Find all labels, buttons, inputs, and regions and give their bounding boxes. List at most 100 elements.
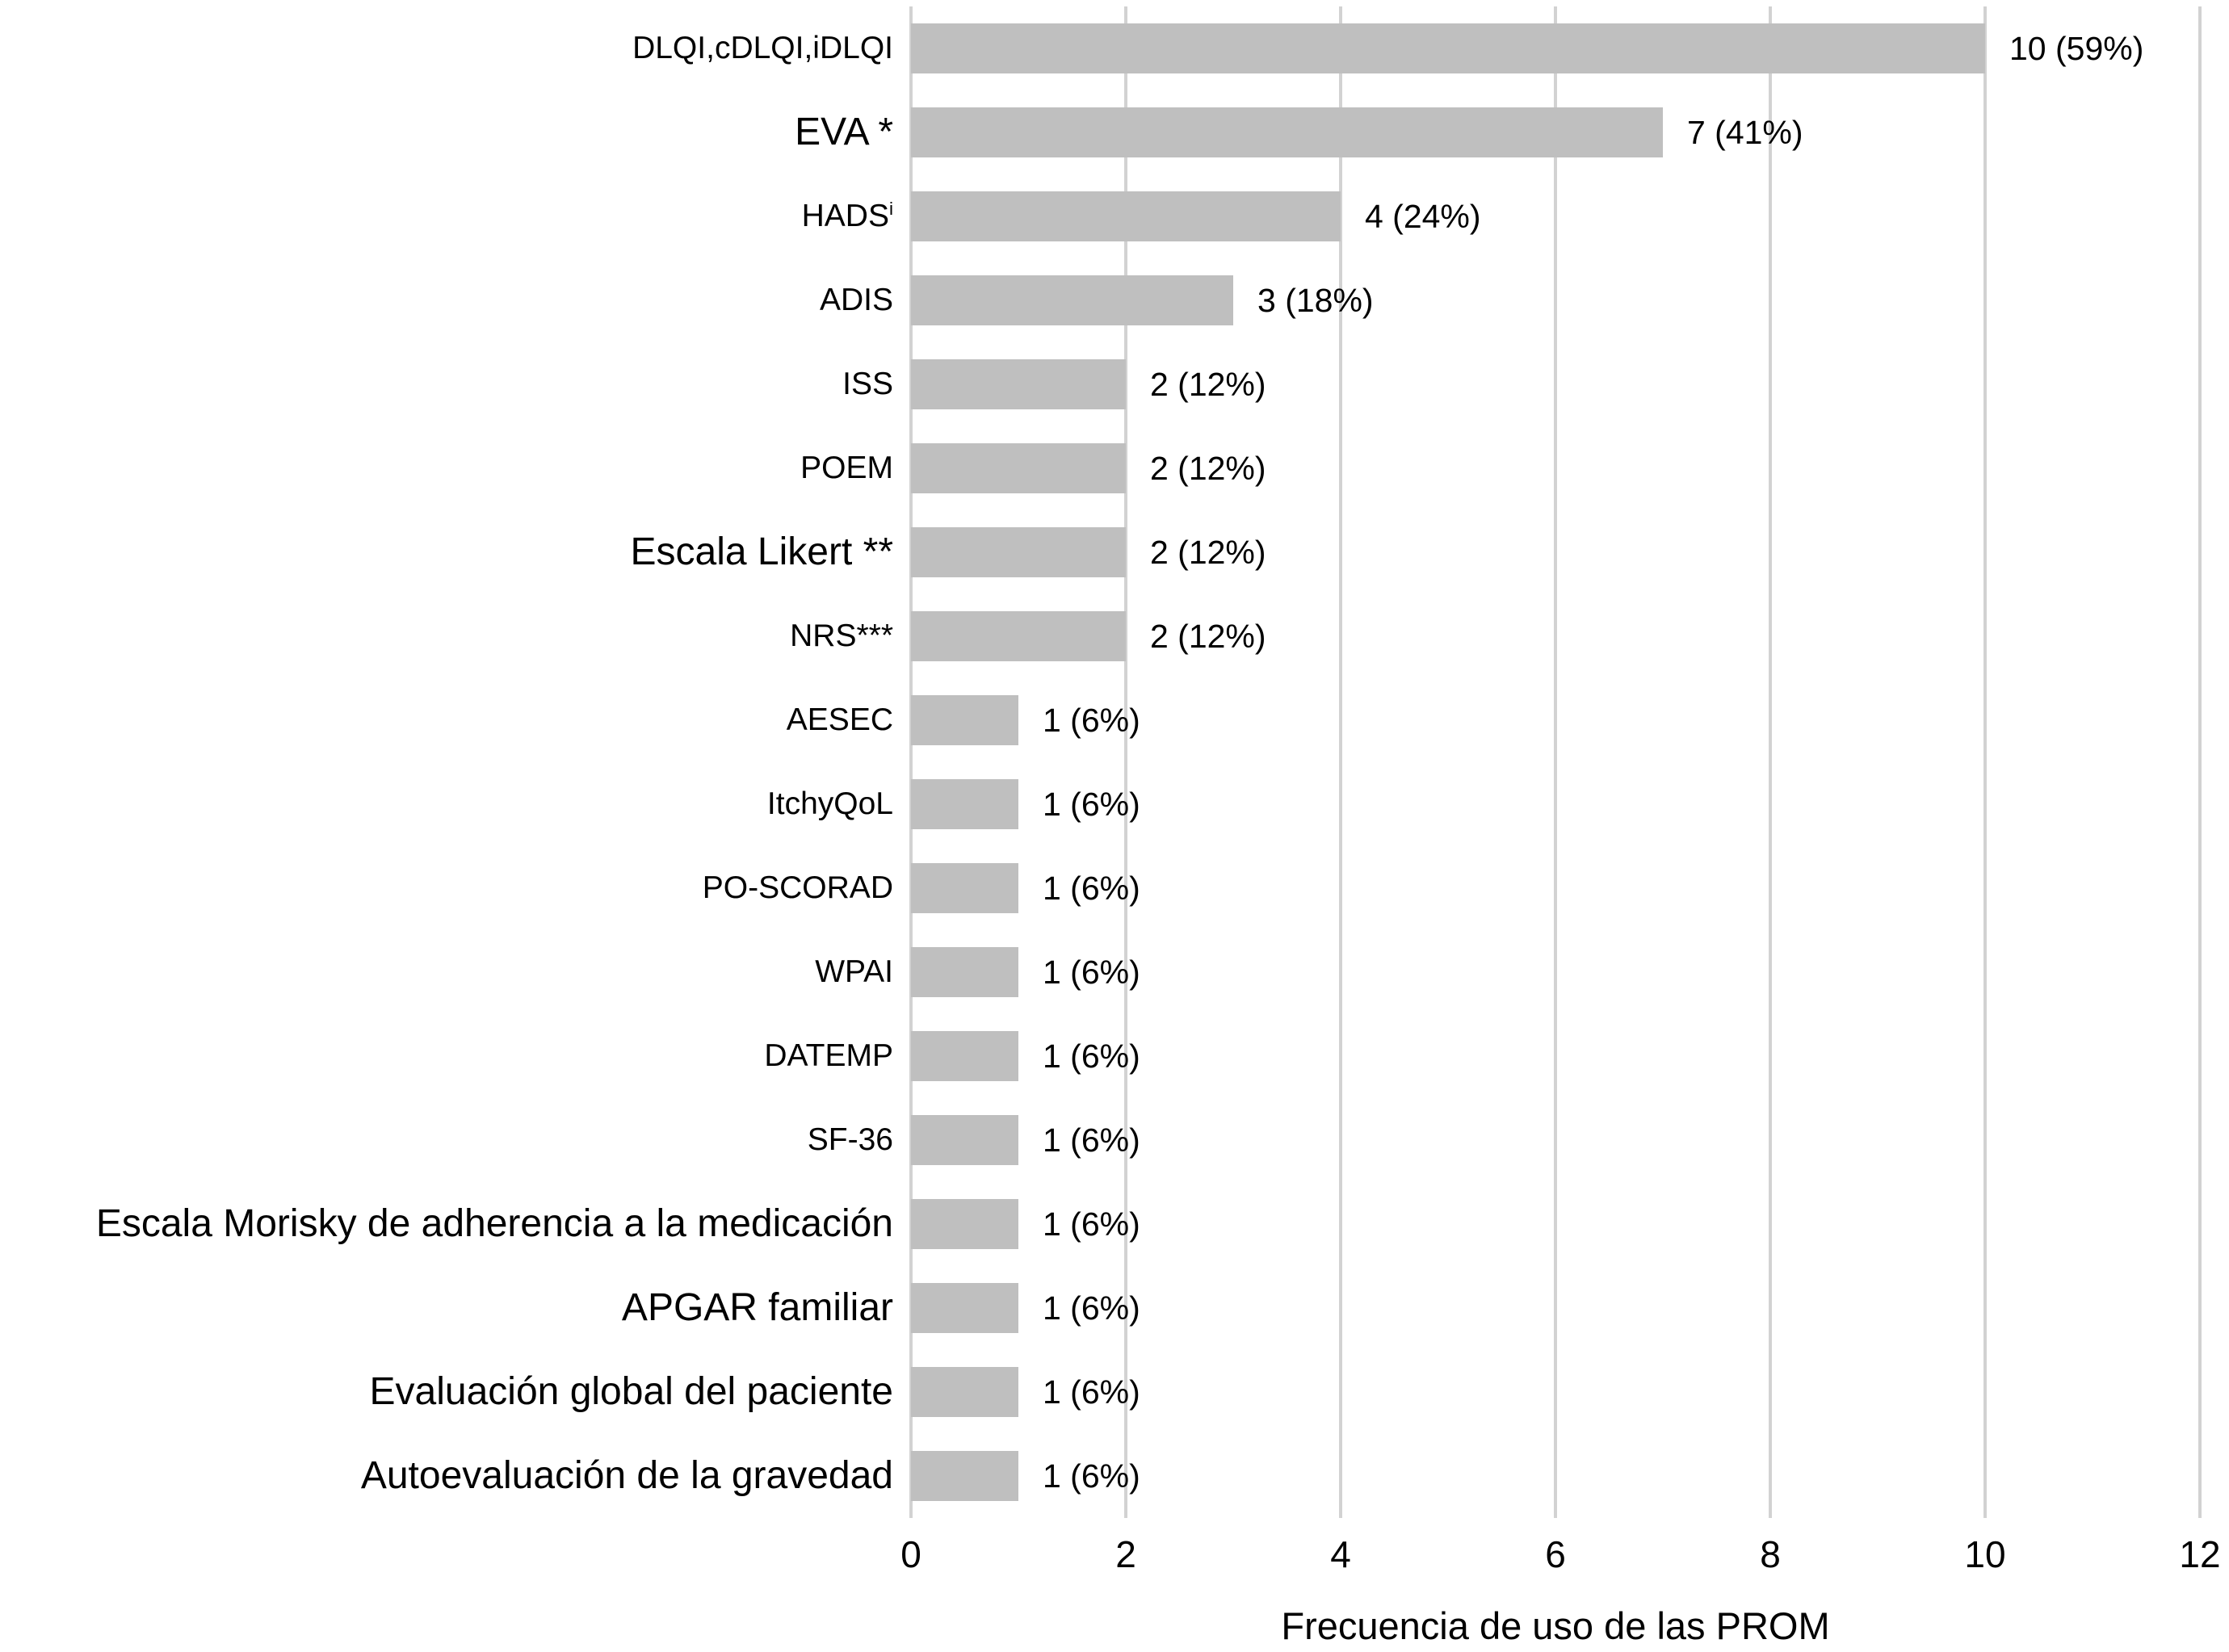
bar: [911, 1367, 1018, 1417]
value-label: 1 (6%): [1042, 1205, 1140, 1243]
value-label: 1 (6%): [1042, 954, 1140, 991]
bar-area: 1 (6%): [911, 1434, 2200, 1518]
gridline: [2198, 6, 2202, 1518]
gridline: [1554, 6, 1557, 1518]
bar: [911, 527, 1126, 577]
bar: [911, 1199, 1018, 1249]
category-label: ISS: [842, 367, 893, 401]
chart-row: ADIS 3 (18%): [0, 258, 2229, 342]
category-label: Evaluación global del paciente: [369, 1370, 893, 1413]
chart-row: ItchyQoL 1 (6%): [0, 762, 2229, 846]
x-tick-label: 0: [900, 1533, 921, 1575]
bar: [911, 275, 1233, 325]
bar-area: 1 (6%): [911, 1266, 2200, 1350]
value-label: 1 (6%): [1042, 1373, 1140, 1411]
chart-row: Autoevaluación de la gravedad 1 (6%): [0, 1434, 2229, 1518]
category-label: Escala Morisky de adherencia a la medica…: [95, 1202, 893, 1245]
category-label: Escala Likert **: [630, 530, 893, 573]
chart-row: SF-36 1 (6%): [0, 1098, 2229, 1182]
chart-row: AESEC 1 (6%): [0, 678, 2229, 762]
x-axis-ticks: 0 2 4 6 8 10 12: [900, 1533, 2220, 1584]
category-label: POEM: [800, 451, 893, 485]
gridline: [1123, 6, 1127, 1518]
x-tick-label: 4: [1330, 1533, 1351, 1575]
value-label: 1 (6%): [1042, 786, 1140, 823]
bar-area: 1 (6%): [911, 930, 2200, 1014]
value-label: 2 (12%): [1149, 618, 1266, 655]
bar-area: 3 (18%): [911, 258, 2200, 342]
category-label: DLQI,cDLQI,iDLQI: [632, 31, 893, 65]
chart-row: DLQI,cDLQI,iDLQI 10 (59%): [0, 6, 2229, 90]
bar: [911, 863, 1018, 913]
bar: [911, 695, 1018, 745]
bar-area: 1 (6%): [911, 846, 2200, 930]
category-label: HADSi: [801, 199, 893, 233]
bar: [911, 947, 1018, 997]
bar-area: 1 (6%): [911, 1350, 2200, 1434]
x-tick-label: 2: [1115, 1533, 1136, 1575]
bar: [911, 1451, 1018, 1501]
value-label: 2 (12%): [1149, 534, 1266, 571]
bar-area: 1 (6%): [911, 1098, 2200, 1182]
x-axis-title: Frecuencia de uso de las PROM: [1281, 1604, 1830, 1647]
bar-area: 1 (6%): [911, 762, 2200, 846]
gridline: [1768, 6, 1772, 1518]
chart-row: Escala Morisky de adherencia a la medica…: [0, 1182, 2229, 1266]
chart-row: APGAR familiar 1 (6%): [0, 1266, 2229, 1350]
value-label: 1 (6%): [1042, 1457, 1140, 1495]
value-label: 10 (59%): [2009, 30, 2144, 67]
value-label: 4 (24%): [1364, 198, 1481, 235]
category-label: DATEMP: [764, 1038, 893, 1073]
chart-row: HADSi 4 (24%): [0, 174, 2229, 258]
value-label: 2 (12%): [1149, 366, 1266, 403]
category-label: SF-36: [807, 1122, 893, 1157]
bar-area: 1 (6%): [911, 678, 2200, 762]
chart-row: POEM 2 (12%): [0, 426, 2229, 510]
bar-rows: DLQI,cDLQI,iDLQI 10 (59%) EVA * 7 (41%) HADS…: [0, 6, 2229, 1518]
value-label: 1 (6%): [1042, 702, 1140, 739]
chart-row: NRS*** 2 (12%): [0, 594, 2229, 678]
bar: [911, 107, 1663, 157]
x-tick-label: 12: [2179, 1533, 2221, 1575]
category-label: ItchyQoL: [766, 786, 893, 821]
category-label: NRS***: [790, 618, 893, 653]
bar: [911, 443, 1126, 493]
gridlines: [909, 6, 2202, 1518]
value-label: 1 (6%): [1042, 870, 1140, 907]
bar: [911, 779, 1018, 829]
bar-area: 1 (6%): [911, 1014, 2200, 1098]
bar: [911, 1115, 1018, 1165]
chart-row: Escala Likert ** 2 (12%): [0, 510, 2229, 594]
category-label-superscript: i: [888, 199, 893, 219]
category-label: AESEC: [786, 702, 893, 737]
value-label: 1 (6%): [1042, 1038, 1140, 1075]
category-label: PO-SCORAD: [702, 870, 893, 905]
bar-area: 1 (6%): [911, 1182, 2200, 1266]
category-label: APGAR familiar: [621, 1286, 893, 1329]
gridline: [1338, 6, 1342, 1518]
bar: [911, 611, 1126, 661]
chart-row: Evaluación global del paciente 1 (6%): [0, 1350, 2229, 1434]
gridline: [909, 6, 913, 1518]
value-label: 3 (18%): [1257, 282, 1374, 319]
value-label: 2 (12%): [1149, 450, 1266, 487]
bar: [911, 1031, 1018, 1081]
bar-area: 2 (12%): [911, 426, 2200, 510]
x-tick-label: 10: [1964, 1533, 2006, 1575]
chart-row: PO-SCORAD 1 (6%): [0, 846, 2229, 930]
value-label: 7 (41%): [1686, 114, 1803, 151]
bar: [911, 191, 1341, 241]
x-tick-label: 6: [1545, 1533, 1566, 1575]
chart-row: WPAI 1 (6%): [0, 930, 2229, 1014]
value-label: 1 (6%): [1042, 1122, 1140, 1159]
category-label: EVA *: [795, 111, 893, 153]
x-tick-label: 8: [1760, 1533, 1781, 1575]
chart-row: EVA * 7 (41%): [0, 90, 2229, 174]
bar: [911, 359, 1126, 409]
bar-area: 4 (24%): [911, 174, 2200, 258]
bar-area: 7 (41%): [911, 90, 2200, 174]
category-label: ADIS: [819, 283, 893, 317]
category-label: WPAI: [815, 954, 893, 989]
chart-row: ISS 2 (12%): [0, 342, 2229, 426]
